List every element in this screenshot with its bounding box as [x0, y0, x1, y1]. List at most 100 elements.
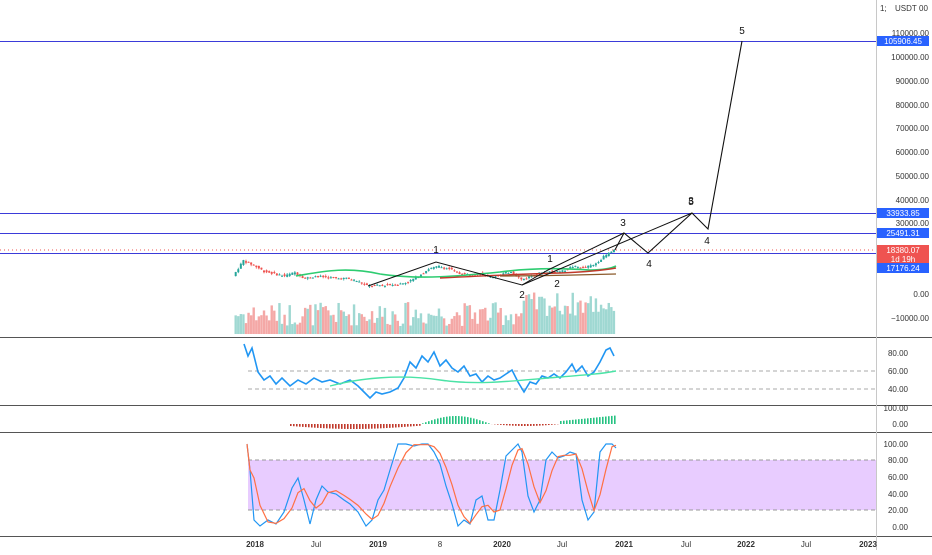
macd-bar [413, 424, 415, 426]
price-tick-label: 40000.00 [896, 196, 930, 205]
price-axis[interactable]: 110000.00100000.0090000.0080000.0070000.… [891, 29, 930, 323]
volume-bar [373, 323, 375, 334]
candle-body [585, 267, 587, 268]
macd-bar [464, 417, 466, 424]
volume-bar [397, 321, 399, 334]
macd-bar [458, 416, 460, 424]
macd-bar [461, 416, 463, 424]
time-tick-label: 2020 [493, 540, 511, 549]
volume-bar [582, 313, 584, 334]
macd-bar [443, 417, 445, 424]
candle-body [608, 253, 610, 256]
macd-bar [389, 424, 391, 428]
candle-body [314, 276, 316, 277]
volume-bar [245, 323, 247, 334]
candle-body [600, 260, 602, 262]
macd-bar [605, 417, 607, 425]
time-tick-label: Jul [557, 540, 567, 549]
candle-body [263, 271, 265, 273]
wave-label: 5 [739, 26, 745, 37]
volume-bar [276, 321, 278, 334]
volume-bar [528, 294, 530, 334]
macd-bar [608, 416, 610, 424]
macd-bar [296, 424, 298, 426]
candle-body [327, 277, 329, 278]
candle-body [335, 277, 337, 278]
candle-body [523, 279, 525, 280]
macd-bar [572, 420, 574, 424]
wave-label: 4 [646, 259, 652, 270]
macd-bar [290, 424, 292, 426]
volume-bar [494, 302, 496, 334]
volume-bar [283, 315, 285, 334]
macd-bar [566, 420, 568, 424]
macd-bar [302, 424, 304, 427]
macd-bar [293, 424, 295, 426]
macd-bar [362, 424, 364, 429]
candle-body [446, 268, 448, 269]
volume-bar [250, 315, 252, 334]
volume-bar [520, 313, 522, 334]
time-tick-label: 2023 [859, 540, 877, 549]
macd-bar [452, 416, 454, 424]
candle-body [428, 269, 430, 271]
macd-bar [518, 424, 520, 426]
volume-bar [327, 310, 329, 334]
volume-bar [304, 308, 306, 334]
volume-bar [461, 326, 463, 334]
macd-bar [395, 424, 397, 427]
macd-bar [305, 424, 307, 427]
macd-bar [392, 424, 394, 428]
volume-bar [389, 325, 391, 334]
top-partial-label-2: 00 [919, 4, 928, 13]
volume-bar [265, 315, 267, 334]
candle-body [343, 278, 345, 279]
candle-body [528, 277, 530, 279]
macd-bar [545, 424, 547, 425]
candle-body [412, 279, 414, 281]
volume-bar [530, 299, 532, 334]
volume-bar [584, 302, 586, 334]
time-tick-label: 2019 [369, 540, 387, 549]
candle-body [309, 278, 311, 279]
volume-bar [332, 315, 334, 334]
candle-body [281, 276, 283, 277]
candle-body [394, 285, 396, 286]
candle-body [613, 250, 615, 253]
volume-bar [489, 318, 491, 334]
macd-bar [359, 424, 361, 429]
volume-bar [572, 293, 574, 334]
macd-bar [422, 423, 424, 424]
macd-bar [521, 424, 523, 426]
candle-body [399, 283, 401, 284]
candle-body [405, 283, 407, 284]
volume-bar [340, 310, 342, 334]
volume-bar [322, 307, 324, 334]
volume-bar [469, 305, 471, 334]
macd-bar [500, 424, 502, 425]
candle-body [248, 262, 250, 263]
macd-bar [449, 416, 451, 424]
volume-bar [590, 296, 592, 334]
volume-bar [417, 318, 419, 334]
volume-bar [512, 324, 514, 334]
candle-body [407, 282, 409, 283]
volume-bar [319, 303, 321, 334]
candle-body [286, 275, 288, 277]
volume-bar [307, 309, 309, 334]
candle-body [507, 273, 509, 274]
macd-bar [365, 424, 367, 429]
candle-body [317, 276, 319, 277]
candle-body [253, 265, 255, 266]
macd-bar [497, 424, 499, 425]
macd-bar [440, 418, 442, 424]
volume-bar [525, 295, 527, 334]
volume-bar [294, 323, 296, 334]
volume-bar [548, 306, 550, 334]
volume-bar [505, 315, 507, 334]
candle-body [441, 267, 443, 268]
macd-bar [593, 418, 595, 424]
candle-body [605, 255, 607, 257]
